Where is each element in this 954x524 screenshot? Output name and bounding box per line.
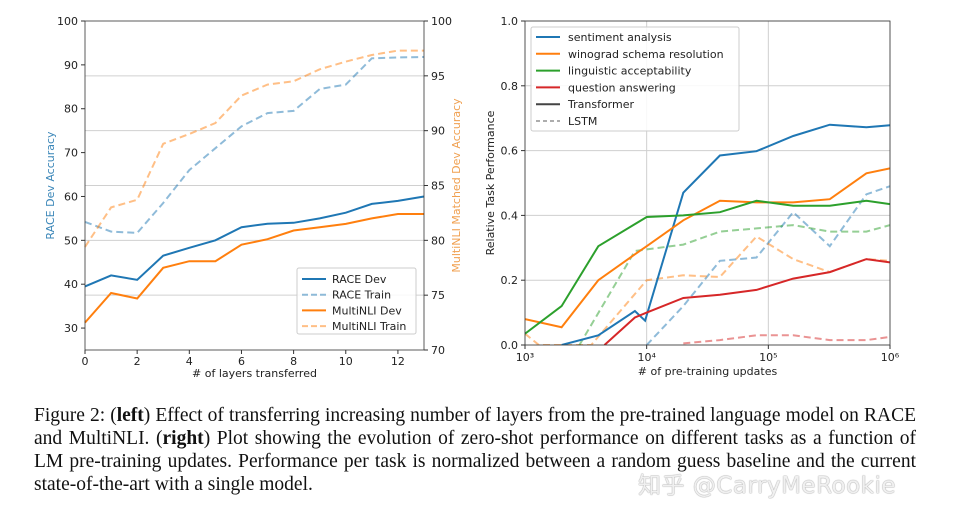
legend-label: sentiment analysis bbox=[568, 31, 672, 44]
series-line-multinli-dev bbox=[84, 213, 424, 324]
caption-left-bold: left bbox=[116, 405, 144, 426]
figure-charts: 0 2 4 6 8 10 12 30 40 50 60 70 80 90 100 70 75 80 85 90 95 10… bbox=[44, 15, 900, 380]
y-right-tick-label: 80 bbox=[431, 234, 445, 247]
y-tick-label: 90 bbox=[64, 59, 78, 72]
y-tick-label: 0.8 bbox=[501, 80, 519, 93]
x-axis-label: # of layers transferred bbox=[192, 367, 317, 380]
x-tick-label: 10⁵ bbox=[759, 351, 777, 364]
y-tick-label: 1.0 bbox=[501, 15, 519, 28]
y-tick-label: 80 bbox=[64, 103, 78, 116]
caption-prefix: Figure 2: ( bbox=[34, 405, 117, 426]
legend-label: MultiNLI Dev bbox=[332, 304, 402, 317]
y-tick-label: 0.4 bbox=[501, 209, 519, 222]
legend-label: question answering bbox=[568, 81, 676, 94]
series-line-linguistic-acceptability-transformer bbox=[525, 199, 890, 335]
x-tick-label: 6 bbox=[238, 355, 245, 368]
legend-label: linguistic acceptability bbox=[568, 65, 692, 78]
series-line-sentiment-analysis-transformer bbox=[561, 123, 890, 345]
legend-label: winograd schema resolution bbox=[568, 48, 724, 61]
y-right-tick-label: 95 bbox=[431, 70, 445, 83]
right-chart: 10³ 10⁴ 10⁵ 10⁶ 0.0 0.2 0.4 0.6 0.8 1.0 # of pre-t… bbox=[484, 15, 900, 378]
y-tick-label: 70 bbox=[64, 147, 78, 160]
caption-part2: ) Plot showing the evolution of zero-sho… bbox=[34, 428, 916, 495]
y-right-tick-label: 100 bbox=[431, 15, 452, 28]
x-axis-label: # of pre-training updates bbox=[638, 365, 778, 378]
series-line-question-answering-lstm bbox=[683, 334, 890, 345]
y-right-tick-label: 90 bbox=[431, 125, 445, 138]
y-tick-label: 0.6 bbox=[501, 145, 519, 158]
x-tick-label: 10⁴ bbox=[637, 351, 656, 364]
y-right-axis-label: MultiNLI Matched Dev Accuracy bbox=[450, 98, 463, 273]
y-tick-label: 0.0 bbox=[501, 339, 519, 352]
legend-box bbox=[296, 267, 417, 335]
left-chart: 0 2 4 6 8 10 12 30 40 50 60 70 80 90 100 70 75 80 85 90 95 10… bbox=[44, 15, 463, 380]
x-tick-label: 2 bbox=[134, 355, 141, 368]
x-tick-label: 10³ bbox=[516, 351, 534, 364]
legend-label: Transformer bbox=[567, 98, 634, 111]
x-tick-label: 8 bbox=[290, 355, 297, 368]
series-line-race-train bbox=[84, 56, 425, 234]
y-right-tick-label: 85 bbox=[431, 180, 445, 193]
series-line-sentiment-analysis-lstm bbox=[645, 185, 890, 345]
series-line-winograd-schema-resolution-lstm bbox=[525, 235, 890, 345]
y-right-tick-label: 75 bbox=[431, 289, 445, 302]
y-right-tick-label: 70 bbox=[431, 344, 445, 357]
x-tick-label: 12 bbox=[391, 355, 405, 368]
figure-caption: Figure 2: (left) Effect of transferring … bbox=[34, 404, 916, 496]
legend-label: MultiNLI Train bbox=[332, 320, 406, 333]
y-tick-label: 100 bbox=[57, 15, 78, 28]
caption-part1: ) Effect of transferring increasing numb… bbox=[34, 405, 916, 449]
series-line-multinli-train bbox=[84, 49, 424, 248]
watermark: 知乎 @CarryMeRookie bbox=[638, 473, 897, 499]
series-line-linguistic-acceptability-lstm bbox=[578, 224, 890, 345]
y-tick-label: 40 bbox=[64, 278, 78, 291]
series-group bbox=[525, 123, 890, 345]
caption-right-bold: right bbox=[162, 428, 204, 449]
y-tick-label: 50 bbox=[64, 234, 78, 247]
y-axis-label: RACE Dev Accuracy bbox=[44, 131, 57, 240]
x-tick-label: 10 bbox=[339, 355, 353, 368]
legend: sentiment analysis winograd schema resolu… bbox=[530, 26, 740, 132]
y-axis-label: Relative Task Performance bbox=[484, 110, 497, 255]
y-tick-label: 0.2 bbox=[501, 274, 519, 287]
y-tick-label: 60 bbox=[64, 190, 78, 203]
plot-frame bbox=[524, 20, 891, 346]
legend-label: RACE Train bbox=[332, 289, 391, 302]
legend: RACE Dev RACE Train MultiNLI Dev MultiNLI T… bbox=[296, 267, 417, 335]
x-tick-label: 0 bbox=[82, 355, 89, 368]
series-line-race-dev bbox=[84, 195, 425, 288]
series-line-question-answering-transformer bbox=[603, 258, 890, 345]
x-tick-label: 10⁶ bbox=[881, 351, 900, 364]
x-tick-label: 4 bbox=[186, 355, 193, 368]
y-tick-label: 30 bbox=[64, 322, 78, 335]
legend-label: RACE Dev bbox=[332, 273, 387, 286]
legend-label: LSTM bbox=[568, 115, 597, 128]
series-line-winograd-schema-resolution-transformer bbox=[525, 167, 890, 329]
legend-box bbox=[530, 26, 740, 132]
